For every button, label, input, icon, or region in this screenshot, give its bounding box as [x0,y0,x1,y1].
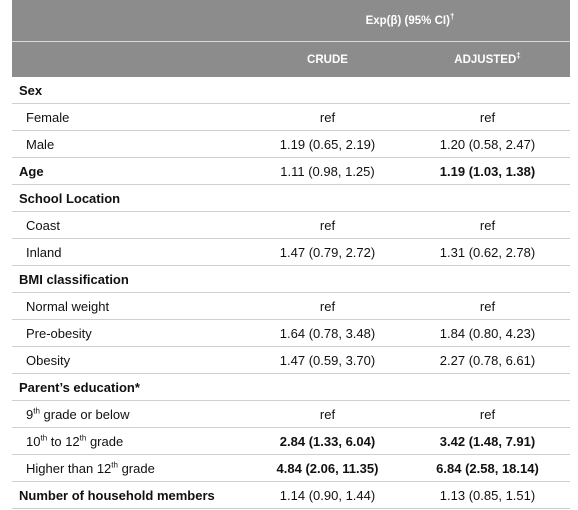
text-segment: to 12 [47,433,80,449]
value-cell: 1.47 (0.79, 2.72) [250,238,405,266]
value-cell [405,77,570,104]
row: Female ref ref [12,103,570,131]
row-label: Normal weight [12,292,250,320]
section-row: Sex [12,77,570,104]
text-segment: grade [86,433,124,449]
superscript: † [449,11,455,21]
value-cell [250,373,405,401]
value-cell: 4.84 (2.06, 11.35) [250,454,405,482]
value-cell [250,184,405,212]
row-label: Obesity [12,346,250,374]
value-cell: ref [250,292,405,320]
header-row: Exp(β) (95% CI)† [12,0,570,42]
table-body: Sex Female ref ref Male 1.19 (0.65, 2.19) 1.20… [12,77,570,509]
value-cell [405,265,570,293]
row-label: 9th grade or below [12,400,250,428]
value-cell: ref [405,400,570,428]
row-label: Sex [12,77,250,104]
value-cell: 1.64 (0.78, 3.48) [250,319,405,347]
row-label: Parent’s education* [12,373,250,401]
value-cell [250,77,405,104]
results-table: Exp(β) (95% CI)† CRUDE ADJUSTED‡ Sex Fema… [12,0,570,509]
section-row: Age 1.11 (0.98, 1.25) 1.19 (1.03, 1.38) [12,157,570,185]
text-segment: grade or below [39,406,130,422]
value-cell: 1.19 (1.03, 1.38) [405,157,570,185]
section-row: Parent’s education* [12,373,570,401]
row-label: School Location [12,184,250,212]
row: Coast ref ref [12,211,570,239]
superscript: th [33,406,40,416]
value-cell [250,265,405,293]
value-cell: 1.19 (0.65, 2.19) [250,130,405,158]
text-segment: 10 [26,433,41,449]
superscript: th [111,460,118,470]
value-cell: 1.31 (0.62, 2.78) [405,238,570,266]
value-cell: 2.27 (0.78, 6.61) [405,346,570,374]
value-cell: 6.84 (2.58, 18.14) [405,454,570,482]
value-cell [405,373,570,401]
row: 9th grade or below ref ref [12,400,570,428]
text-segment: 9 [26,406,34,422]
row-label: Inland [12,238,250,266]
row: Pre-obesity 1.64 (0.78, 3.48) 1.84 (0.80, … [12,319,570,347]
header-empty [12,41,250,77]
value-cell: ref [405,292,570,320]
row-label: Pre-obesity [12,319,250,347]
value-cell: ref [250,103,405,131]
row: 10th to 12th grade 2.84 (1.33, 6.04) 3.42 … [12,427,570,455]
value-cell: 3.42 (1.48, 7.91) [405,427,570,455]
superscript: th [40,433,48,443]
row-label: BMI classification [12,265,250,293]
row: Male 1.19 (0.65, 2.19) 1.20 (0.58, 2.47) [12,130,570,158]
header-top: Exp(β) (95% CI)† [250,0,570,42]
header-empty [12,0,250,42]
value-cell: 1.47 (0.59, 3.70) [250,346,405,374]
row: Normal weight ref ref [12,292,570,320]
value-cell: 1.13 (0.85, 1.51) [405,481,570,509]
text-segment: grade [117,460,155,476]
superscript: th [79,433,87,443]
value-cell: 1.14 (0.90, 1.44) [250,481,405,509]
section-row: Number of household members 1.14 (0.90, 1… [12,481,570,509]
header-row: CRUDE ADJUSTED‡ [12,41,570,77]
column-header: ADJUSTED‡ [405,41,570,77]
section-row: School Location [12,184,570,212]
value-cell: ref [250,400,405,428]
value-cell [405,184,570,212]
value-cell: 1.84 (0.80, 4.23) [405,319,570,347]
column-header: CRUDE [250,41,405,77]
row: Higher than 12th grade 4.84 (2.06, 11.35)… [12,454,570,482]
row: Inland 1.47 (0.79, 2.72) 1.31 (0.62, 2.78) [12,238,570,266]
row-label: Male [12,130,250,158]
value-cell: 1.11 (0.98, 1.25) [250,157,405,185]
row-label: 10th to 12th grade [12,427,250,455]
table-header: Exp(β) (95% CI)† CRUDE ADJUSTED‡ [12,0,570,77]
value-cell: ref [250,211,405,239]
row-label: Female [12,103,250,131]
superscript: ‡ [516,50,521,60]
text-segment: Exp(β) (95% CI) [365,14,450,27]
section-row: BMI classification [12,265,570,293]
value-cell: 1.20 (0.58, 2.47) [405,130,570,158]
text-segment: ADJUSTED [454,53,517,66]
row-label: Number of household members [12,481,250,509]
row: Obesity 1.47 (0.59, 3.70) 2.27 (0.78, 6.61… [12,346,570,374]
row-label: Age [12,157,250,185]
row-label: Coast [12,211,250,239]
text-segment: Higher than 12 [26,460,112,476]
value-cell: ref [405,103,570,131]
value-cell: ref [405,211,570,239]
row-label: Higher than 12th grade [12,454,250,482]
value-cell: 2.84 (1.33, 6.04) [250,427,405,455]
